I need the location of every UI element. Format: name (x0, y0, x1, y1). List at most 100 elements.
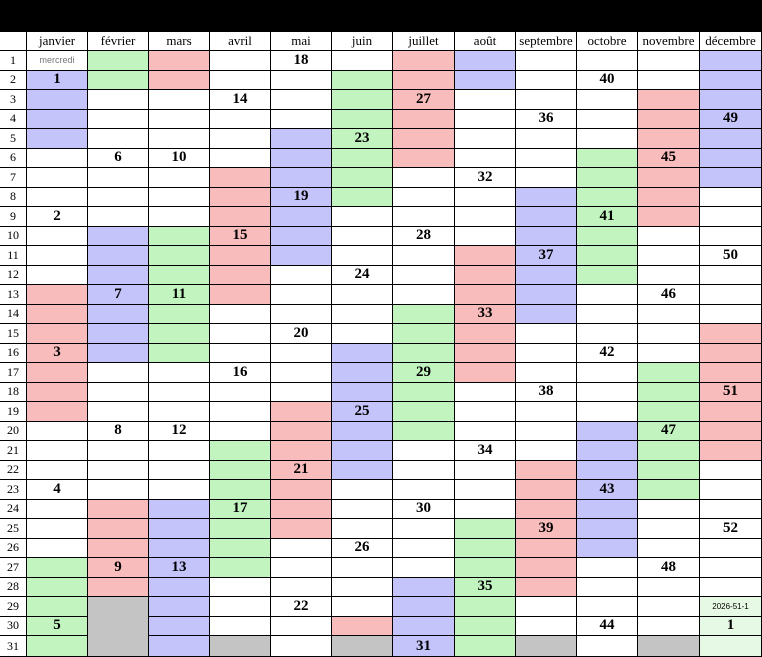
day-cell (455, 226, 516, 246)
day-cell (516, 90, 577, 110)
row-number: 4 (0, 109, 27, 129)
day-cell (271, 441, 332, 461)
week-number: 10 (171, 149, 187, 166)
day-cell (577, 168, 638, 188)
day-cell (577, 51, 638, 71)
day-cell: 27 (393, 90, 455, 110)
day-cell (638, 51, 700, 71)
row-number: 10 (0, 226, 27, 246)
day-cell: 30 (393, 499, 455, 519)
day-cell (210, 129, 271, 149)
day-cell (455, 51, 516, 71)
day-cell (88, 343, 149, 363)
day-cell (88, 324, 149, 344)
day-cell: 11 (149, 285, 210, 305)
month-header: février (88, 32, 149, 51)
day-cell (393, 558, 455, 578)
day-cell: 47 (638, 421, 700, 441)
day-cell (271, 90, 332, 110)
day-cell (455, 460, 516, 480)
week-number: 34 (477, 441, 493, 458)
day-cell (27, 324, 88, 344)
day-cell (27, 246, 88, 266)
day-cell (27, 129, 88, 149)
day-cell (271, 382, 332, 402)
row-number: 30 (0, 616, 27, 636)
row-number: 24 (0, 499, 27, 519)
row-number: 31 (0, 636, 27, 657)
day-cell (149, 363, 210, 383)
week-number: 43 (599, 480, 615, 497)
day-cell (638, 577, 700, 597)
row-number: 17 (0, 363, 27, 383)
day-cell (88, 207, 149, 227)
corner-cell (0, 32, 27, 51)
day-cell: 6 (88, 148, 149, 168)
day-cell (332, 343, 393, 363)
day-cell (455, 246, 516, 266)
day-cell (516, 168, 577, 188)
day-cell (332, 499, 393, 519)
day-cell (700, 460, 762, 480)
day-cell (516, 402, 577, 422)
day-cell (393, 265, 455, 285)
day-cell (149, 402, 210, 422)
cell-note: 2026-51-1 (712, 601, 749, 611)
week-number: 22 (293, 597, 309, 614)
day-cell: 10 (149, 148, 210, 168)
day-cell (210, 187, 271, 207)
day-cell (332, 168, 393, 188)
week-number: 13 (171, 558, 187, 575)
day-cell (700, 480, 762, 500)
day-cell: 13 (149, 558, 210, 578)
day-cell (332, 226, 393, 246)
day-cell (149, 265, 210, 285)
day-cell (393, 577, 455, 597)
day-cell (516, 343, 577, 363)
day-cell (455, 558, 516, 578)
day-cell (27, 577, 88, 597)
week-number: 30 (416, 500, 431, 517)
day-cell: 43 (577, 480, 638, 500)
week-number: 36 (538, 110, 554, 127)
week-number: 11 (171, 285, 187, 302)
day-cell (638, 90, 700, 110)
day-cell (638, 460, 700, 480)
month-header: novembre (638, 32, 700, 51)
day-cell (149, 207, 210, 227)
week-number: 40 (599, 71, 615, 88)
week-number: 41 (599, 207, 615, 224)
day-cell (271, 129, 332, 149)
non-existent-day (332, 636, 393, 657)
day-cell (516, 51, 577, 71)
day-cell (455, 480, 516, 500)
day-cell (455, 109, 516, 129)
day-cell (88, 538, 149, 558)
week-number: 16 (232, 363, 248, 380)
day-cell (88, 382, 149, 402)
non-existent-day (638, 636, 700, 657)
day-cell (700, 558, 762, 578)
day-cell (149, 616, 210, 636)
day-cell (271, 226, 332, 246)
day-cell (516, 577, 577, 597)
day-cell (332, 187, 393, 207)
row-number: 20 (0, 421, 27, 441)
day-cell (393, 480, 455, 500)
day-cell (577, 148, 638, 168)
day-cell (393, 343, 455, 363)
day-cell (271, 480, 332, 500)
day-cell: 39 (516, 519, 577, 539)
day-cell (149, 480, 210, 500)
day-cell (700, 187, 762, 207)
day-cell (577, 285, 638, 305)
day-cell (638, 538, 700, 558)
row-number: 25 (0, 519, 27, 539)
day-cell (271, 363, 332, 383)
day-cell (210, 480, 271, 500)
day-cell (577, 441, 638, 461)
day-cell (271, 207, 332, 227)
day-cell (393, 519, 455, 539)
day-cell (271, 538, 332, 558)
day-cell (638, 226, 700, 246)
